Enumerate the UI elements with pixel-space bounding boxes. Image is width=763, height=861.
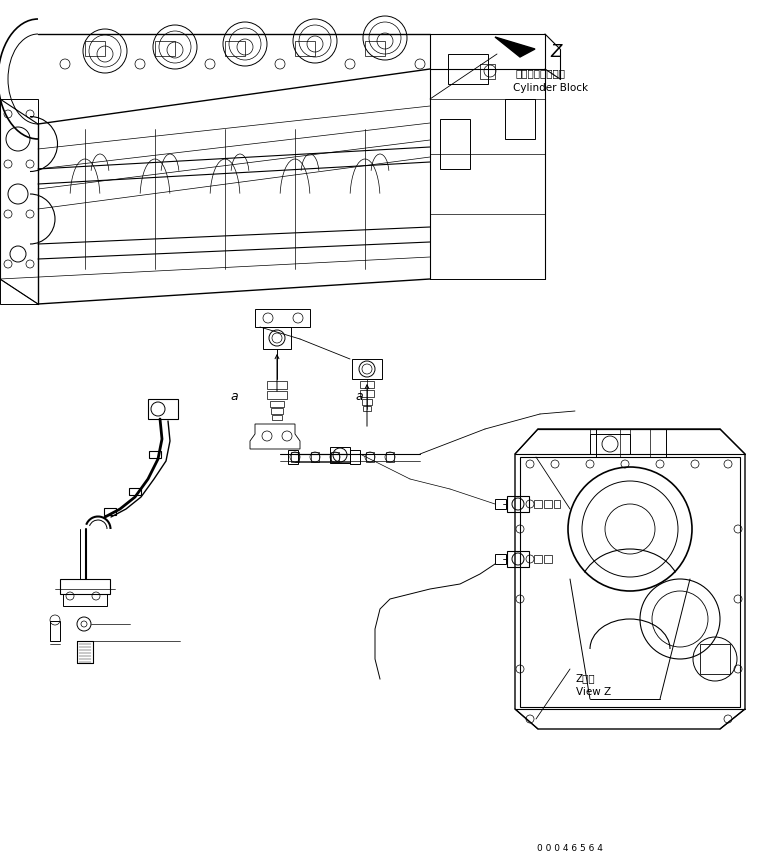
- Bar: [291, 453, 299, 462]
- Bar: [507, 497, 529, 512]
- Bar: [271, 408, 283, 414]
- Bar: [440, 120, 470, 170]
- Bar: [60, 579, 110, 594]
- Bar: [263, 328, 291, 350]
- Bar: [50, 622, 60, 641]
- Text: シリンダブロック: シリンダブロック: [516, 68, 566, 77]
- Bar: [360, 381, 374, 388]
- Text: a: a: [230, 389, 237, 403]
- Bar: [360, 391, 374, 398]
- Bar: [544, 500, 552, 508]
- Bar: [270, 401, 284, 407]
- Bar: [362, 400, 372, 406]
- Bar: [129, 488, 141, 495]
- Bar: [104, 508, 116, 516]
- Polygon shape: [495, 38, 535, 58]
- Bar: [255, 310, 310, 328]
- Bar: [448, 55, 488, 85]
- Bar: [0, 100, 38, 305]
- Text: a: a: [355, 389, 362, 403]
- Bar: [480, 65, 495, 80]
- Bar: [155, 42, 175, 57]
- Bar: [295, 42, 315, 57]
- Bar: [148, 400, 178, 419]
- Bar: [77, 641, 93, 663]
- Bar: [267, 381, 287, 389]
- Text: Z　視: Z 視: [576, 672, 596, 682]
- Text: Z: Z: [550, 43, 562, 61]
- Bar: [505, 100, 535, 139]
- Bar: [596, 430, 666, 457]
- Bar: [267, 392, 287, 400]
- Bar: [331, 453, 339, 462]
- Bar: [63, 594, 107, 606]
- Bar: [350, 450, 360, 464]
- Bar: [590, 435, 630, 455]
- Bar: [520, 457, 740, 707]
- Bar: [149, 451, 161, 458]
- Text: View Z: View Z: [576, 686, 611, 697]
- Bar: [365, 42, 385, 57]
- Bar: [386, 453, 394, 462]
- Bar: [554, 500, 560, 508]
- Bar: [495, 499, 506, 510]
- Bar: [272, 416, 282, 420]
- Bar: [330, 448, 350, 463]
- Bar: [225, 42, 245, 57]
- Bar: [534, 555, 542, 563]
- Bar: [311, 453, 319, 462]
- Bar: [366, 453, 374, 462]
- Bar: [700, 644, 730, 674]
- Text: 0 0 0 4 6 5 6 4: 0 0 0 4 6 5 6 4: [537, 843, 603, 852]
- Bar: [507, 551, 529, 567]
- Bar: [363, 406, 371, 412]
- Bar: [288, 450, 298, 464]
- Bar: [352, 360, 382, 380]
- Text: Cylinder Block: Cylinder Block: [513, 83, 588, 93]
- Bar: [85, 42, 105, 57]
- Bar: [534, 500, 542, 508]
- Bar: [495, 554, 506, 564]
- Bar: [544, 555, 552, 563]
